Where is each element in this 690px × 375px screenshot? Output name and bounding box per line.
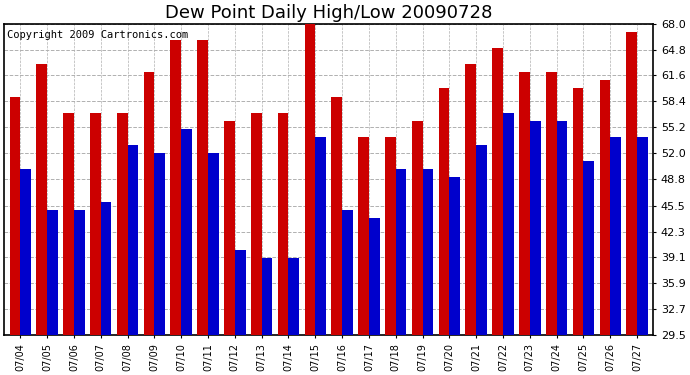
Bar [610,137,621,335]
Title: Dew Point Daily High/Low 20090728: Dew Point Daily High/Low 20090728 [165,4,493,22]
Bar [385,137,396,335]
Bar [466,64,476,335]
Bar [155,153,165,335]
Bar [101,202,112,335]
Bar [342,210,353,335]
Bar [449,177,460,335]
Bar [492,48,503,335]
Bar [117,112,128,335]
Bar [20,169,31,335]
Bar [47,210,58,335]
Text: Copyright 2009 Cartronics.com: Copyright 2009 Cartronics.com [8,30,188,40]
Bar [224,121,235,335]
Bar [304,24,315,335]
Bar [262,258,273,335]
Bar [170,40,181,335]
Bar [530,121,540,335]
Bar [144,72,155,335]
Bar [235,250,246,335]
Bar [10,96,20,335]
Bar [37,64,47,335]
Bar [637,137,648,335]
Bar [503,112,514,335]
Bar [208,153,219,335]
Bar [519,72,530,335]
Bar [627,32,637,335]
Bar [600,80,610,335]
Bar [573,88,584,335]
Bar [476,145,487,335]
Bar [557,121,567,335]
Bar [546,72,557,335]
Bar [74,210,85,335]
Bar [63,112,74,335]
Bar [331,96,342,335]
Bar [277,112,288,335]
Bar [288,258,299,335]
Bar [358,137,369,335]
Bar [396,169,406,335]
Bar [422,169,433,335]
Bar [251,112,262,335]
Bar [90,112,101,335]
Bar [181,129,192,335]
Bar [128,145,138,335]
Bar [315,137,326,335]
Bar [439,88,449,335]
Bar [369,218,380,335]
Bar [197,40,208,335]
Bar [584,161,594,335]
Bar [412,121,422,335]
